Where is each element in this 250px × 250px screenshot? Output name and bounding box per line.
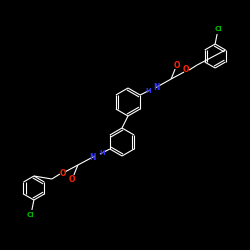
Text: H: H [145, 88, 151, 94]
Text: N: N [153, 82, 159, 92]
Text: Cl: Cl [27, 212, 35, 218]
Text: O: O [174, 60, 180, 70]
Text: Cl: Cl [214, 26, 222, 32]
Text: H: H [99, 150, 105, 156]
Text: O: O [69, 174, 75, 184]
Text: O: O [183, 66, 189, 74]
Text: N: N [90, 152, 96, 162]
Text: O: O [60, 170, 66, 178]
